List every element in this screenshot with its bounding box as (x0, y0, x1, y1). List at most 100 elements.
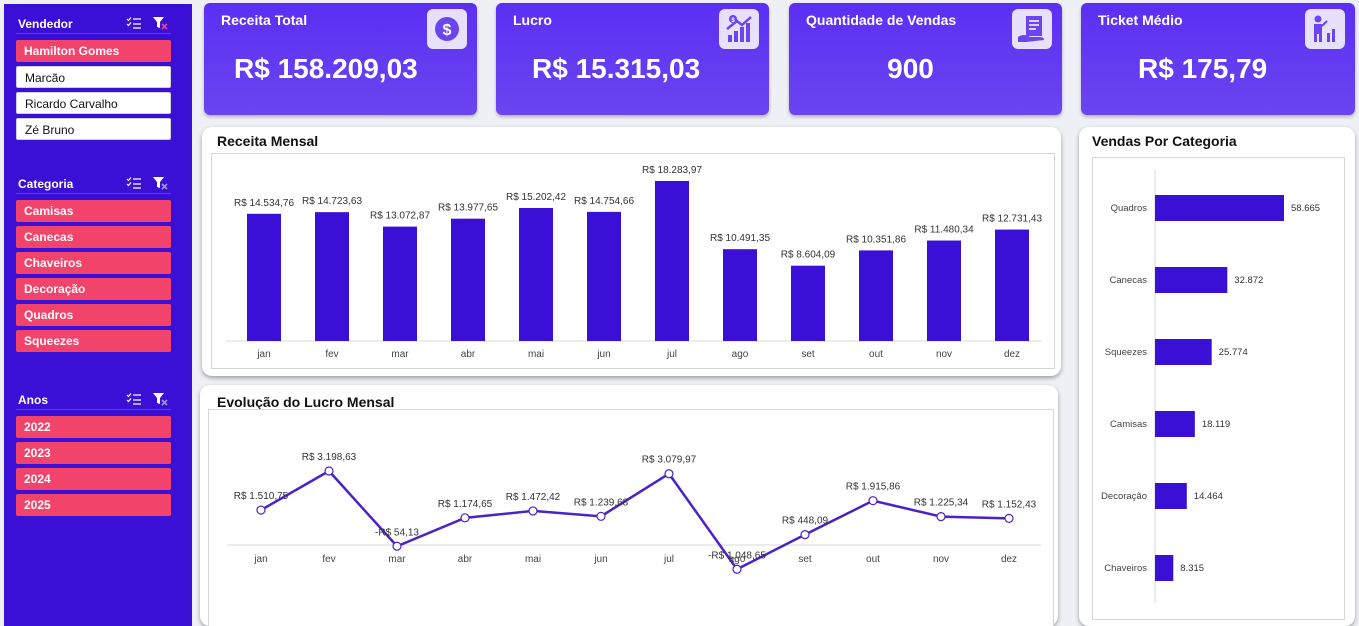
bar-nov (927, 240, 961, 341)
clear-filter-icon[interactable] (152, 176, 168, 190)
slicer-item-vendedor[interactable]: Marcão (16, 66, 171, 88)
x-tick-label: jan (253, 554, 267, 565)
bar-jul (655, 181, 689, 341)
data-label: R$ 3.198,63 (302, 452, 357, 463)
bar-mai (519, 207, 553, 341)
slicer-item-anos[interactable]: 2023 (16, 442, 171, 464)
kpi-title: Ticket Médio (1098, 12, 1183, 28)
data-point-mar (392, 541, 402, 551)
slicer-item-categoria[interactable]: Canecas (16, 226, 171, 248)
x-tick-label: mai (525, 554, 541, 565)
kpi-title: Receita Total (221, 12, 308, 28)
data-label: R$ 13.072,87 (370, 211, 430, 222)
x-tick-label: dez (1004, 349, 1020, 360)
x-tick-label: jul (666, 349, 677, 360)
data-label: R$ 1.225,34 (914, 498, 969, 509)
bar-abr (451, 218, 485, 341)
clear-filter-icon[interactable] (152, 392, 168, 406)
x-tick-label: fev (325, 349, 338, 360)
data-label: R$ 1.152,43 (982, 499, 1037, 510)
bar-chaveiros (1155, 555, 1174, 581)
profit-series-line (260, 469, 1010, 571)
presenter-chart-icon (1305, 9, 1345, 49)
data-point-mai (528, 506, 538, 516)
slicer-item-categoria[interactable]: Camisas (16, 200, 171, 222)
data-label: R$ 14.723,63 (302, 196, 362, 207)
data-label: -R$ 1.048,65 (708, 550, 766, 561)
x-tick-label: abr (458, 554, 473, 565)
kpi-lucro: Lucro R$ 15.315,03 $ (496, 3, 769, 115)
x-tick-label: ago (732, 349, 749, 360)
x-tick-label: jul (663, 554, 674, 565)
bar-dez (995, 229, 1029, 341)
x-tick-label: out (869, 349, 883, 360)
vendas-categoria-panel: Vendas Por Categoria Quadros 58.665 Caneca… (1079, 127, 1355, 626)
lucro-mensal-panel: Evolução do Lucro Mensal jan R$ 1.510,75 f… (200, 385, 1058, 626)
data-label: R$ 11.480,34 (914, 225, 974, 236)
slicer-item-anos[interactable]: 2022 (16, 416, 171, 438)
multi-select-icon[interactable] (126, 392, 142, 406)
data-label: R$ 12.731,43 (982, 214, 1042, 225)
data-label: R$ 1.510,75 (234, 491, 289, 502)
vendedor-slicer-header: Vendedor (16, 14, 171, 34)
x-tick-label: nov (936, 349, 952, 360)
bar-jun (587, 211, 621, 341)
data-label: R$ 13.977,65 (438, 203, 498, 214)
bar-decoração (1155, 483, 1187, 509)
vendedor-slicer: Vendedor Hamilton Gomes Marcão Ricardo Car… (16, 14, 171, 140)
data-point-jun (596, 511, 606, 521)
categoria-slicer-title: Categoria (18, 177, 74, 191)
data-label: 58.665 (1291, 203, 1320, 214)
growth-chart-icon: $ (719, 9, 759, 49)
slicer-item-vendedor[interactable]: Hamilton Gomes (16, 40, 171, 62)
bar-out (859, 250, 893, 341)
svg-text:$: $ (443, 22, 452, 39)
svg-text:$: $ (731, 18, 735, 24)
bar-ago (723, 249, 757, 341)
slicer-item-categoria[interactable]: Decoração (16, 278, 171, 300)
data-point-set (800, 530, 810, 540)
data-label: -R$ 54,13 (375, 527, 419, 538)
lucro-mensal-title: Evolução do Lucro Mensal (217, 394, 395, 410)
data-point-nov (936, 512, 946, 522)
bar-camisas (1155, 411, 1195, 437)
x-tick-label: jan (256, 349, 270, 360)
vendas-categoria-title: Vendas Por Categoria (1092, 133, 1237, 149)
receita-mensal-panel: Receita Mensal R$ 14.534,76 jan R$ 14.723,… (202, 127, 1061, 376)
multi-select-icon[interactable] (126, 176, 142, 190)
receita-mensal-title: Receita Mensal (217, 133, 319, 149)
clear-filter-icon[interactable] (152, 16, 168, 30)
data-point-abr (460, 513, 470, 523)
kpi-value: R$ 175,79 (1138, 53, 1268, 84)
slicer-item-anos[interactable]: 2024 (16, 468, 171, 490)
bar-canecas (1155, 267, 1228, 293)
slicer-item-categoria[interactable]: Chaveiros (16, 252, 171, 274)
anos-slicer-header: Anos (16, 390, 171, 410)
data-point-out (868, 496, 878, 506)
data-label: 32.872 (1234, 275, 1263, 286)
multi-select-icon[interactable] (126, 16, 142, 30)
bar-squeezes (1155, 339, 1212, 365)
invoice-hand-icon (1012, 9, 1052, 49)
data-label: 18.119 (1202, 419, 1230, 430)
slicer-item-categoria[interactable]: Squeezes (16, 330, 171, 352)
x-tick-label: ago (729, 554, 746, 565)
slicer-item-vendedor[interactable]: Zé Bruno (16, 118, 171, 140)
data-point-jan (256, 505, 266, 515)
kpi-ticket-medio: Ticket Médio R$ 175,79 (1081, 3, 1355, 115)
data-point-jul (664, 469, 674, 479)
receita-mensal-chart: R$ 14.534,76 jan R$ 14.723,63 fev R$ 13.072,… (226, 165, 1042, 360)
kpi-receita-total: Receita Total R$ 158.209,03 $ (204, 3, 477, 115)
lucro-mensal-chart: jan R$ 1.510,75 fev R$ 3.198,63 mar -R$ 54,13… (227, 452, 1041, 574)
data-label: R$ 10.491,35 (710, 233, 770, 244)
anos-slicer: Anos 2022 2023 2024 2025 (16, 390, 171, 516)
vendedor-slicer-title: Vendedor (18, 17, 73, 31)
filter-sidebar: Vendedor Hamilton Gomes Marcão Ricardo Car… (4, 4, 192, 626)
x-tick-label: mar (388, 554, 406, 565)
x-tick-label: mar (391, 349, 409, 360)
slicer-item-anos[interactable]: 2025 (16, 494, 171, 516)
slicer-item-categoria[interactable]: Quadros (16, 304, 171, 326)
data-label: R$ 8.604,09 (781, 250, 836, 261)
slicer-item-vendedor[interactable]: Ricardo Carvalho (16, 92, 171, 114)
data-label: R$ 1.174,65 (438, 499, 493, 510)
